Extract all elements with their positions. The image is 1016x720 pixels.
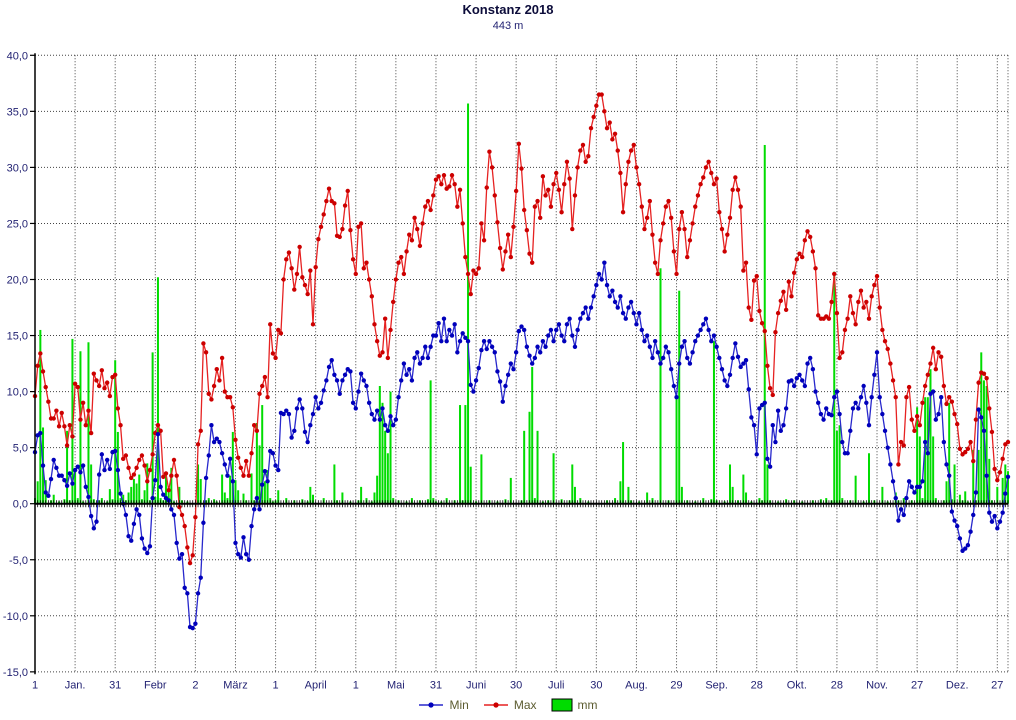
svg-text:5,0: 5,0 [13, 443, 28, 455]
svg-text:31: 31 [430, 679, 442, 691]
svg-text:35,0: 35,0 [7, 106, 28, 118]
svg-text:1: 1 [353, 679, 359, 691]
svg-text:Mai: Mai [387, 679, 405, 691]
svg-text:30: 30 [590, 679, 602, 691]
svg-text:15,0: 15,0 [7, 331, 28, 343]
svg-text:2: 2 [192, 679, 198, 691]
min-line-marker-icon [419, 702, 444, 708]
svg-text:30,0: 30,0 [7, 162, 28, 174]
svg-text:Juni: Juni [466, 679, 486, 691]
svg-text:Sep.: Sep. [705, 679, 728, 691]
temperature-precipitation-chart: 40,0 35,0 30,0 25,0 20,0 15,0 10,0 5,0 0,0 -5,0 -1… [3, 50, 1011, 691]
legend-item-min: Min [418, 698, 469, 712]
svg-text:Okt.: Okt. [787, 679, 807, 691]
svg-text:Aug.: Aug. [625, 679, 648, 691]
svg-text:10,0: 10,0 [7, 387, 28, 399]
page-title: Konstanz 2018 [462, 2, 554, 17]
svg-text:Nov.: Nov. [866, 679, 888, 691]
legend-max-label: Max [513, 698, 537, 712]
svg-text:Juli: Juli [548, 679, 565, 691]
legend-item-max: Max [483, 698, 537, 712]
svg-text:30: 30 [510, 679, 522, 691]
legend-min-label: Min [449, 698, 469, 712]
legend-mm-label: mm [577, 698, 598, 712]
svg-text:31: 31 [109, 679, 121, 691]
svg-text:-15,0: -15,0 [3, 667, 28, 679]
max-line-marker-icon [483, 702, 508, 708]
svg-text:1: 1 [32, 679, 38, 691]
legend-item-mm: mm [551, 698, 598, 712]
svg-text:April: April [305, 679, 327, 691]
svg-text:25,0: 25,0 [7, 218, 28, 230]
svg-text:27: 27 [911, 679, 923, 691]
mm-bar-marker-icon [551, 698, 572, 712]
page-subtitle: 443 m [492, 20, 524, 32]
svg-text:-10,0: -10,0 [3, 611, 28, 623]
legend: Min Max mm [0, 698, 1016, 712]
svg-text:Jan.: Jan. [65, 679, 86, 691]
svg-text:März: März [223, 679, 247, 691]
svg-text:29: 29 [670, 679, 682, 691]
svg-text:27: 27 [991, 679, 1003, 691]
svg-text:28: 28 [831, 679, 843, 691]
svg-text:Dez.: Dez. [946, 679, 969, 691]
svg-text:20,0: 20,0 [7, 275, 28, 287]
svg-text:Febr: Febr [144, 679, 167, 691]
svg-text:1: 1 [273, 679, 279, 691]
svg-text:28: 28 [751, 679, 763, 691]
svg-text:0,0: 0,0 [13, 499, 28, 511]
svg-text:-5,0: -5,0 [9, 555, 28, 567]
svg-text:40,0: 40,0 [7, 50, 28, 62]
